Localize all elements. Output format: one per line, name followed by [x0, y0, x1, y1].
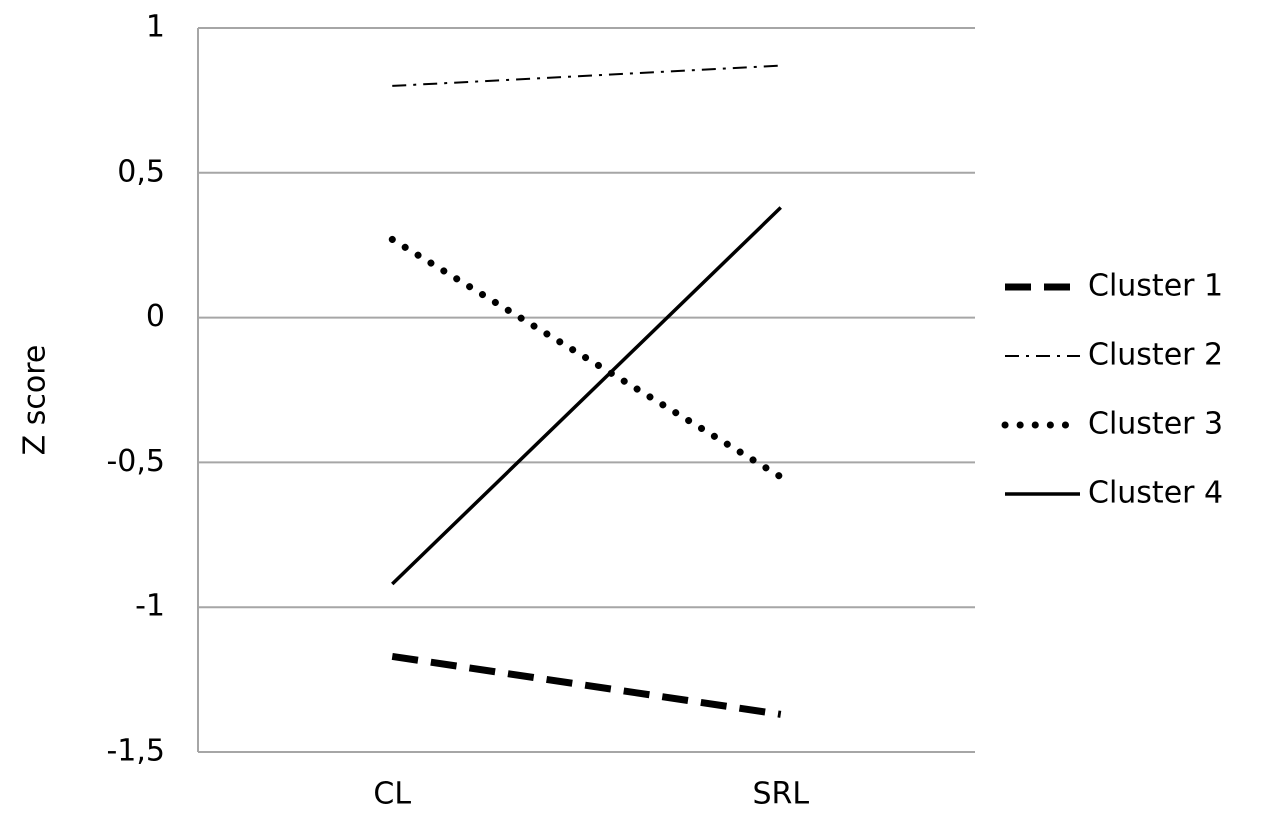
y-tick-label: -1,5	[106, 734, 165, 769]
y-tick-label: 0,5	[117, 154, 165, 189]
series-line	[388, 235, 785, 481]
series-line	[392, 64, 781, 87]
legend-label: Cluster 3	[1088, 407, 1223, 442]
y-tick-label: -1	[135, 589, 165, 624]
legend-label: Cluster 4	[1088, 476, 1223, 511]
y-axis-label: Z score	[18, 345, 53, 456]
x-tick-label: SRL	[752, 777, 809, 812]
y-tick-label: 0	[146, 299, 165, 334]
series-line	[391, 652, 782, 718]
x-tick-label: CL	[373, 777, 411, 812]
series-line	[391, 206, 782, 586]
y-tick-label: 1	[146, 10, 165, 45]
legend-label: Cluster 2	[1088, 338, 1223, 373]
y-tick-label: -0,5	[106, 444, 165, 479]
legend-label: Cluster 1	[1088, 269, 1223, 304]
